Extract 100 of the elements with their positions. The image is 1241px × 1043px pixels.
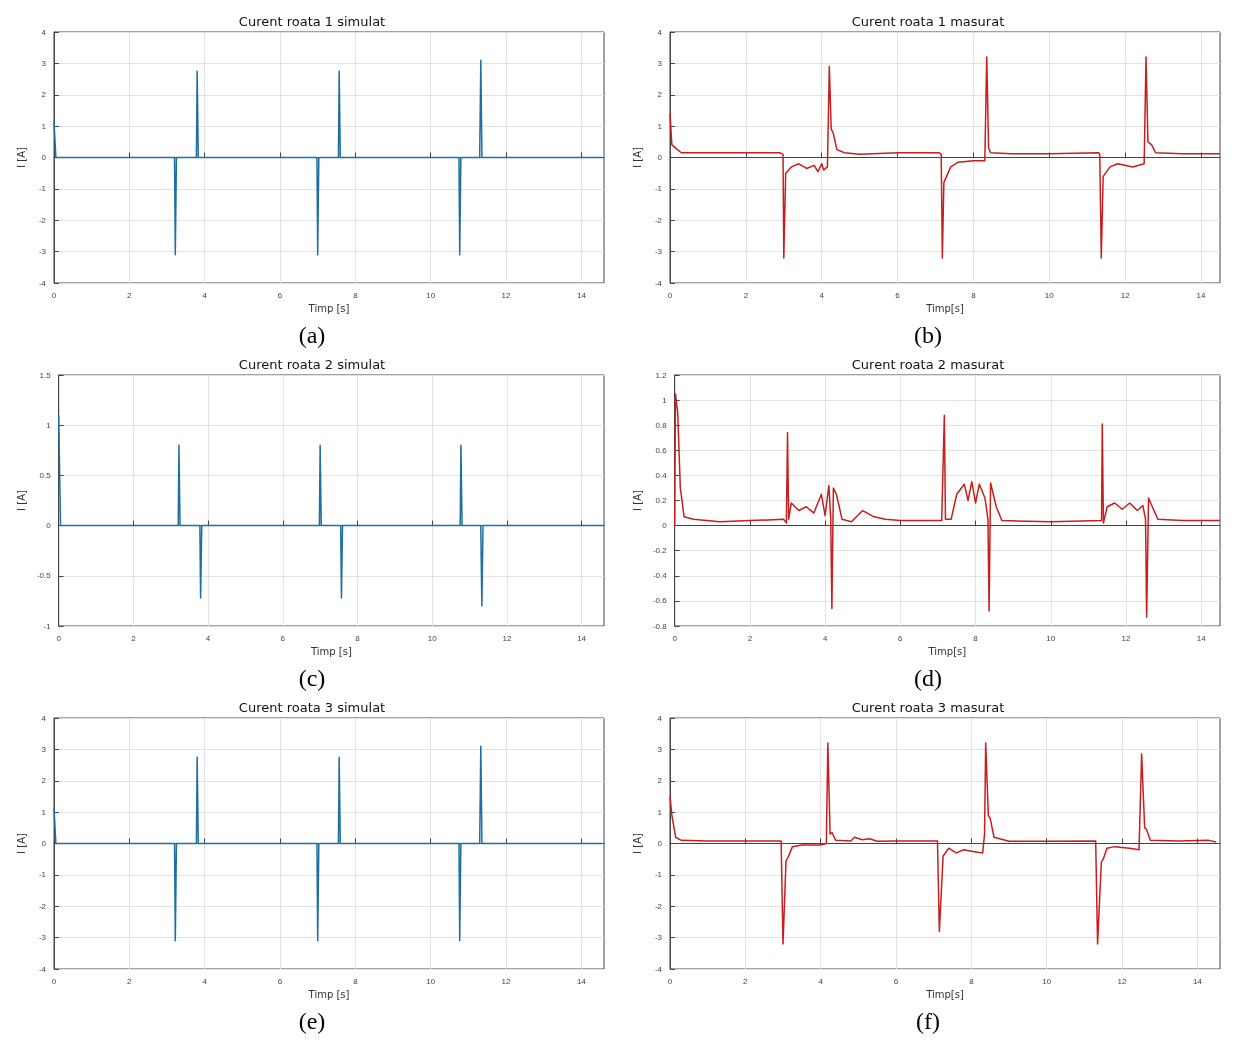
text: (f): [916, 1008, 940, 1034]
y-tick-label: -4: [654, 278, 663, 288]
x-tick-label: 6: [893, 976, 899, 986]
y-tick-label: 1: [657, 121, 663, 131]
y-tick-label: -2: [654, 901, 663, 911]
text: (d): [914, 665, 942, 691]
y-tick-label: 2: [41, 90, 47, 100]
y-tick-label: 0.8: [655, 420, 668, 430]
x-axis-title: Timp[s]: [925, 989, 964, 1001]
x-tick-label: 10: [427, 633, 438, 643]
x-tick-label: 6: [895, 290, 901, 300]
x-tick-label: 12: [1121, 633, 1131, 643]
y-tick-label: -4: [38, 964, 47, 974]
y-tick-label: 4: [657, 27, 663, 37]
x-tick-label: 14: [576, 290, 587, 300]
x-tick-label: 12: [501, 976, 512, 986]
y-tick-label: 3: [41, 744, 47, 754]
x-tick-label: 10: [426, 976, 436, 986]
x-tick-label: 14: [1192, 976, 1203, 986]
y-tick-label: 0: [657, 839, 663, 848]
x-axis-title: Timp[s]: [927, 646, 967, 658]
y-tick-label: 1.2: [655, 370, 668, 380]
y-tick-label: -1: [43, 621, 52, 631]
y-axis-title: I [A]: [631, 490, 643, 511]
x-tick-label: 14: [576, 976, 587, 986]
y-tick-label: -1: [654, 184, 663, 194]
x-tick-label: 4: [205, 633, 211, 643]
chart-title: Curent roata 3 simulat: [238, 700, 386, 715]
y-tick-label: -3: [38, 933, 47, 943]
x-tick-label: 8: [971, 290, 977, 300]
y-tick-label: 0.4: [655, 470, 668, 480]
x-tick-label: 4: [819, 290, 825, 300]
y-tick-label: 2: [657, 776, 663, 786]
y-tick-label: 0: [662, 521, 668, 531]
line-series: [53, 745, 603, 942]
line-series: [53, 59, 603, 256]
x-tick-label: 2: [743, 976, 749, 986]
x-tick-label: 6: [277, 290, 283, 300]
x-tick-label: 8: [353, 976, 359, 986]
text: (c): [298, 665, 326, 691]
y-axis-title: I [A]: [631, 147, 643, 168]
y-tick-label: -0.2: [652, 546, 668, 556]
x-tick-label: 4: [818, 976, 824, 986]
y-tick-label: -2: [654, 215, 663, 225]
x-tick-label: 14: [1196, 290, 1207, 300]
line-series: [673, 393, 1221, 618]
y-tick-label: -4: [38, 278, 47, 288]
y-tick-label: 0: [41, 839, 47, 848]
y-tick-label: 0.5: [39, 470, 52, 480]
x-tick-label: 2: [747, 633, 753, 643]
y-tick-label: -3: [38, 247, 47, 257]
chart-title: Curent roata 2 simulat: [238, 357, 386, 372]
y-tick-label: 1: [662, 395, 668, 405]
y-tick-label: 0: [41, 153, 47, 162]
x-axis-title: Timp [s]: [307, 989, 350, 1001]
y-tick-label: -2: [38, 215, 47, 225]
line-series: [57, 414, 605, 607]
x-tick-label: 8: [973, 633, 979, 643]
x-tick-label: 10: [1044, 290, 1055, 300]
y-tick-label: 1: [41, 807, 47, 817]
y-tick-label: 4: [657, 713, 663, 723]
chart-title: Curent roata 3 masurat: [851, 700, 1005, 715]
x-tick-label: 10: [1046, 633, 1056, 643]
line-series: [669, 742, 1217, 945]
y-tick-label: 1: [46, 420, 52, 430]
y-tick-label: 0: [46, 521, 52, 531]
x-tick-label: 2: [743, 290, 749, 300]
y-tick-label: -3: [654, 933, 663, 943]
y-tick-label: 0: [657, 153, 663, 162]
text: (b): [914, 322, 942, 348]
x-tick-label: 14: [577, 633, 587, 643]
y-tick-label: 4: [41, 713, 47, 723]
y-tick-label: -0.4: [652, 571, 668, 581]
y-tick-label: 3: [657, 58, 663, 68]
x-tick-label: 12: [1117, 976, 1128, 986]
y-axis-title: I [A]: [631, 833, 643, 854]
chart-title: Curent roata 1 masurat: [851, 14, 1005, 29]
x-tick-label: 12: [501, 290, 512, 300]
x-axis-title: Timp[s]: [925, 303, 964, 315]
line-series: [669, 56, 1221, 259]
x-tick-label: 12: [502, 633, 512, 643]
x-tick-label: 6: [277, 976, 283, 986]
y-tick-label: -1: [38, 870, 47, 880]
y-tick-label: 4: [41, 27, 47, 37]
x-tick-label: 10: [1042, 976, 1052, 986]
y-tick-label: 3: [657, 744, 663, 754]
y-tick-label: 1: [657, 807, 663, 817]
y-tick-label: -3: [654, 247, 663, 257]
y-tick-label: -1: [38, 184, 47, 194]
y-tick-label: 2: [657, 90, 663, 100]
x-tick-label: 8: [353, 290, 359, 300]
chart-title: Curent roata 1 simulat: [238, 14, 386, 29]
x-tick-label: 6: [280, 633, 286, 643]
x-tick-label: 0: [56, 633, 62, 643]
x-tick-label: 8: [355, 633, 361, 643]
y-axis-title: I [A]: [15, 147, 27, 168]
text: (a): [298, 322, 326, 348]
x-tick-label: 8: [969, 976, 975, 986]
y-tick-label: -1: [654, 870, 663, 880]
y-tick-label: 0.2: [655, 496, 668, 505]
